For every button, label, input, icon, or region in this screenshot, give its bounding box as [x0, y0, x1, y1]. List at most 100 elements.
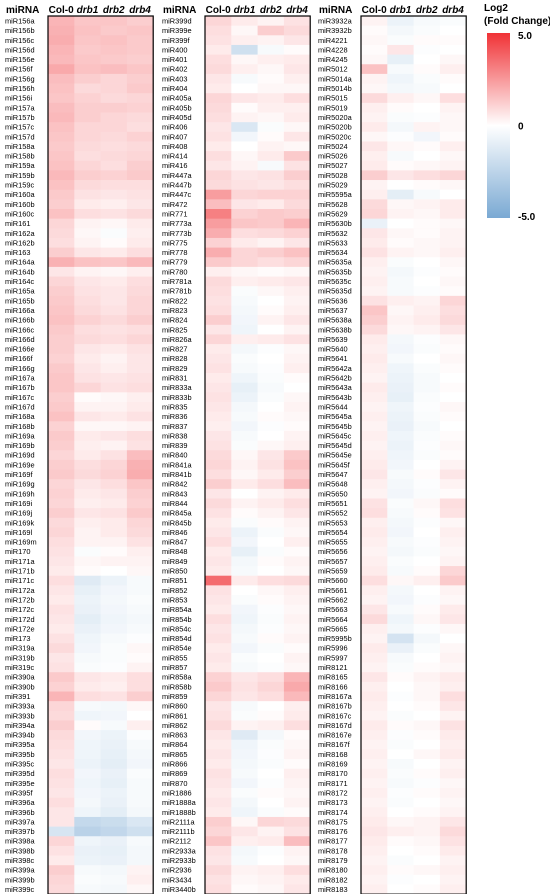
heatmap-cell [387, 527, 414, 538]
heatmap-cell [257, 595, 285, 606]
heatmap-cell [283, 180, 311, 191]
heatmap-cell [257, 488, 285, 499]
heatmap-cell [48, 672, 75, 683]
heatmap-cell [257, 218, 285, 229]
heatmap-cell [205, 93, 232, 104]
heatmap-cell [439, 845, 467, 856]
row-label: miR401 [162, 55, 187, 64]
heatmap-cell [100, 382, 128, 393]
heatmap-cell [205, 44, 232, 55]
row-label: miR447b [162, 181, 192, 190]
heatmap-cell [439, 295, 467, 306]
heatmap-cell [231, 64, 258, 75]
heatmap-cell [205, 797, 232, 808]
heatmap-cell [100, 845, 128, 856]
heatmap-cell [257, 788, 285, 799]
heatmap-cell [48, 402, 75, 413]
row-label: miR395d [5, 769, 35, 778]
heatmap-cell [74, 836, 101, 847]
heatmap-cell [361, 884, 388, 894]
heatmap-cell [48, 44, 75, 55]
heatmap-cell [439, 479, 467, 490]
heatmap-cell [439, 759, 467, 770]
heatmap-cell [361, 681, 388, 692]
heatmap-cell [361, 180, 388, 191]
heatmap-cell [48, 662, 75, 673]
heatmap-cell [74, 585, 101, 596]
heatmap-cell [439, 662, 467, 673]
heatmap-cell [126, 73, 154, 84]
heatmap-cell [387, 546, 414, 557]
heatmap-cell [231, 739, 258, 750]
heatmap-cell [100, 276, 128, 287]
row-label: miR172a [5, 586, 35, 595]
row-label: miR399f [162, 36, 190, 45]
heatmap-cell [413, 517, 441, 528]
heatmap-cell [439, 334, 467, 345]
heatmap-cell [126, 575, 154, 586]
heatmap-cell [100, 469, 128, 480]
heatmap-cell [439, 170, 467, 181]
heatmap-cell [48, 199, 75, 210]
heatmap-cell [205, 160, 232, 171]
heatmap-cell [74, 845, 101, 856]
heatmap-cell [205, 64, 232, 75]
heatmap-cell [100, 286, 128, 297]
row-label: miR863 [162, 731, 187, 740]
heatmap-cell [283, 778, 311, 789]
heatmap-cell [361, 209, 388, 220]
row-label: miR4245 [318, 55, 348, 64]
heatmap-cell [413, 382, 441, 393]
heatmap-cell [100, 604, 128, 615]
heatmap-cell [48, 585, 75, 596]
heatmap-cell [100, 652, 128, 663]
heatmap-cell [100, 353, 128, 364]
row-label: miR393b [5, 711, 35, 720]
heatmap-cell [439, 836, 467, 847]
heatmap-cell [413, 508, 441, 519]
heatmap-cell [257, 826, 285, 837]
heatmap-cell [100, 440, 128, 451]
heatmap-cell [257, 430, 285, 441]
heatmap-cell [413, 247, 441, 258]
heatmap-cell [74, 614, 101, 625]
panel-frame [204, 15, 311, 894]
heatmap-cell [48, 450, 75, 461]
color-legend: Log2 (Fold Change) 5.0 0 -5.0 [484, 3, 550, 223]
heatmap-cell [387, 373, 414, 384]
heatmap-cell [48, 527, 75, 538]
row-label: miR8180 [318, 866, 348, 875]
row-label: miR156h [5, 84, 35, 93]
heatmap-cell [74, 83, 101, 94]
heatmap-cell [231, 305, 258, 316]
heatmap-cell [126, 643, 154, 654]
heatmap-cell [74, 546, 101, 557]
heatmap-cell [361, 508, 388, 519]
heatmap-cell [126, 16, 154, 27]
row-label: miR169e [5, 460, 35, 469]
heatmap-cell [74, 643, 101, 654]
heatmap-cell [48, 788, 75, 799]
heatmap-cell [100, 537, 128, 548]
heatmap-cell [48, 286, 75, 297]
heatmap-cell [257, 353, 285, 364]
heatmap-cell [74, 102, 101, 113]
heatmap-cell [361, 141, 388, 152]
heatmap-cell [74, 16, 101, 27]
heatmap-cell [74, 527, 101, 538]
heatmap-cell [361, 836, 388, 847]
row-label: miR5641 [318, 354, 348, 363]
heatmap-cell [126, 334, 154, 345]
heatmap-cell [231, 778, 258, 789]
heatmap-cell [361, 479, 388, 490]
row-label: miR3440b [162, 885, 196, 894]
heatmap-cell [48, 797, 75, 808]
heatmap-cell [361, 874, 388, 885]
heatmap-cell [387, 575, 414, 586]
row-label: miR156d [5, 45, 35, 54]
heatmap-cell [387, 218, 414, 229]
heatmap-cell [439, 180, 467, 191]
heatmap-cell [48, 112, 75, 123]
heatmap-cell [283, 402, 311, 413]
heatmap-cell [126, 122, 154, 133]
